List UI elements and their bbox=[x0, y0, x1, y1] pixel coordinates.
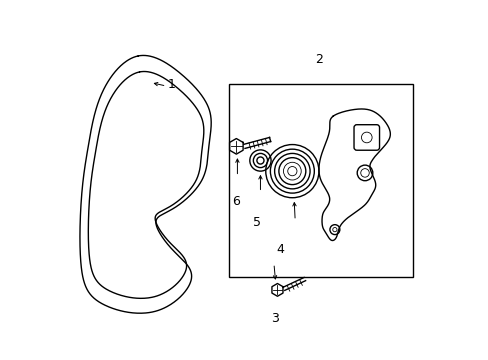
Bar bbox=[228, 84, 412, 278]
Text: 3: 3 bbox=[270, 312, 278, 325]
Text: 5: 5 bbox=[252, 216, 261, 229]
Text: 4: 4 bbox=[275, 243, 284, 256]
Text: 2: 2 bbox=[314, 53, 322, 66]
Text: 6: 6 bbox=[231, 195, 239, 208]
Text: 1: 1 bbox=[167, 78, 175, 91]
